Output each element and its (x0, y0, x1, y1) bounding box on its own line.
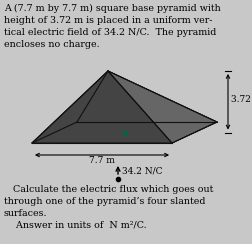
Text: A (7.7 m by 7.7 m) square base pyramid with
height of 3.72 m is placed in a unif: A (7.7 m by 7.7 m) square base pyramid w… (4, 4, 221, 49)
Text: 3.72 m: 3.72 m (231, 95, 252, 104)
Polygon shape (32, 71, 108, 143)
Polygon shape (77, 71, 217, 122)
Text: 34.2 N/C: 34.2 N/C (122, 166, 163, 175)
Text: 7.7 m: 7.7 m (89, 156, 115, 165)
Polygon shape (108, 71, 217, 143)
Text: Calculate the electric flux which goes out
through one of the pyramid’s four sla: Calculate the electric flux which goes o… (4, 185, 213, 218)
Polygon shape (32, 122, 217, 143)
Polygon shape (32, 71, 172, 143)
Text: Answer in units of  N m²/C.: Answer in units of N m²/C. (4, 221, 147, 230)
